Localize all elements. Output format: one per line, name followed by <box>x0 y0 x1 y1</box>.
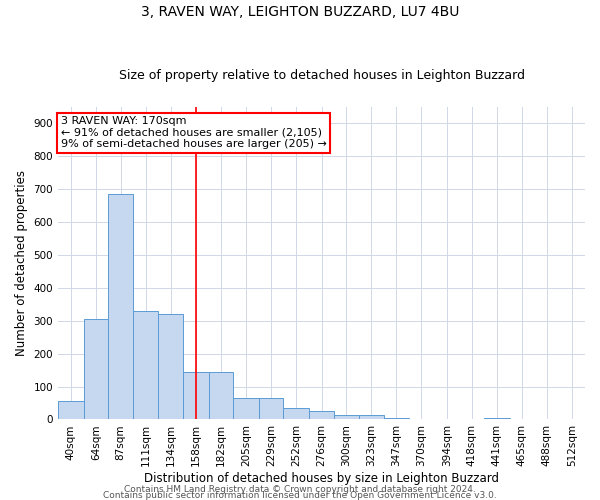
Bar <box>158 314 184 420</box>
Text: Contains public sector information licensed under the Open Government Licence v3: Contains public sector information licen… <box>103 490 497 500</box>
Bar <box>133 311 158 420</box>
Bar <box>484 418 509 420</box>
Bar <box>58 402 83 419</box>
Y-axis label: Number of detached properties: Number of detached properties <box>15 170 28 356</box>
Bar <box>233 398 259 419</box>
Bar <box>209 372 233 420</box>
Bar <box>108 194 133 420</box>
Bar <box>384 418 409 420</box>
Bar <box>184 372 209 420</box>
Title: Size of property relative to detached houses in Leighton Buzzard: Size of property relative to detached ho… <box>119 69 524 82</box>
Bar <box>334 414 359 420</box>
Bar <box>259 398 283 419</box>
Bar <box>83 319 108 420</box>
Text: 3 RAVEN WAY: 170sqm
← 91% of detached houses are smaller (2,105)
9% of semi-deta: 3 RAVEN WAY: 170sqm ← 91% of detached ho… <box>61 116 326 150</box>
Bar <box>309 411 334 420</box>
X-axis label: Distribution of detached houses by size in Leighton Buzzard: Distribution of detached houses by size … <box>144 472 499 485</box>
Text: 3, RAVEN WAY, LEIGHTON BUZZARD, LU7 4BU: 3, RAVEN WAY, LEIGHTON BUZZARD, LU7 4BU <box>141 5 459 19</box>
Bar <box>359 414 384 420</box>
Bar <box>283 408 309 420</box>
Text: Contains HM Land Registry data © Crown copyright and database right 2024.: Contains HM Land Registry data © Crown c… <box>124 485 476 494</box>
